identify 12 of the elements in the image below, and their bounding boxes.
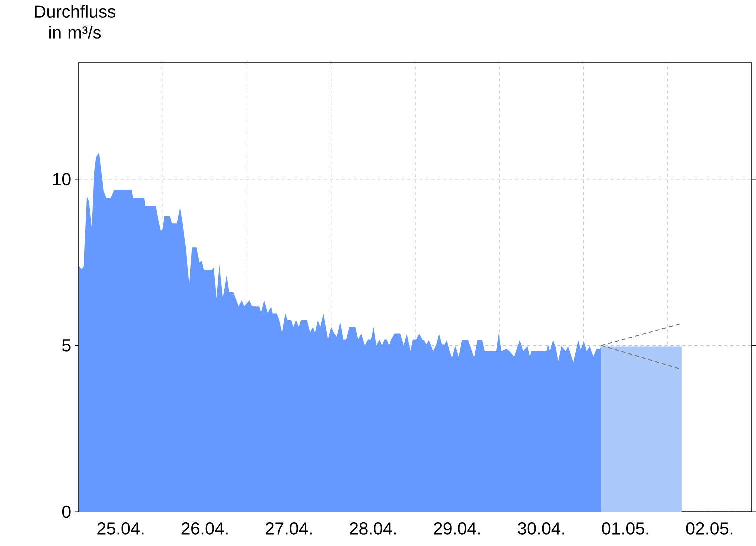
y-tick-label: 5 [62, 340, 71, 352]
y-tick-label: 0 [62, 506, 71, 518]
x-tick-label: 01.05. [602, 522, 648, 535]
x-tick-label: 28.04. [350, 522, 396, 535]
y-axis-title: Durchfluss in m³/s [35, 5, 116, 39]
x-tick-label: 29.04. [434, 522, 480, 535]
x-tick-label: 25.04. [98, 522, 144, 535]
x-tick-label: 02.05. [686, 522, 733, 535]
x-tick-label: 26.04. [182, 522, 228, 535]
x-tick-label: 27.04. [266, 522, 312, 535]
y-tick-label: 10 [53, 173, 71, 186]
x-tick-label: 30.04. [518, 522, 564, 535]
